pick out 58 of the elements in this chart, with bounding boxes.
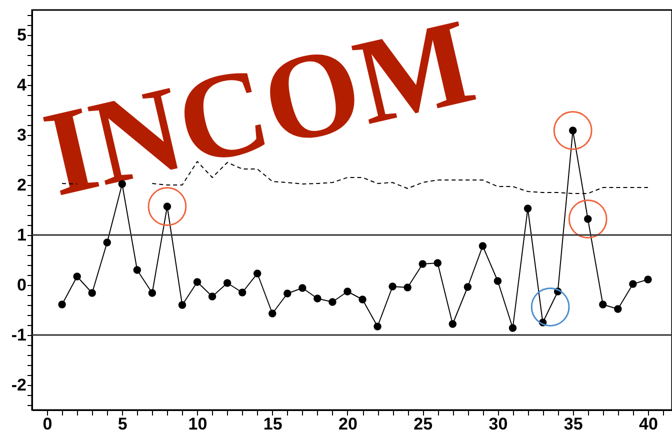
point — [253, 270, 262, 278]
point — [629, 280, 637, 288]
point — [58, 300, 66, 308]
point — [494, 277, 502, 285]
point — [404, 284, 412, 292]
point — [208, 292, 216, 300]
point — [268, 310, 276, 318]
point — [358, 296, 366, 304]
point — [193, 278, 202, 286]
point — [614, 305, 622, 313]
point — [328, 298, 336, 306]
annotation: INCOM — [32, 0, 486, 222]
y-tick-label: 1 — [17, 226, 26, 244]
y-tick-label: 3 — [17, 126, 26, 144]
x-tick-label: 15 — [263, 414, 282, 434]
x-tick-label: 30 — [488, 414, 508, 434]
point — [88, 289, 96, 297]
x-tick-label: 0 — [42, 414, 52, 434]
y-tick-label: 5 — [17, 26, 26, 44]
point — [599, 300, 607, 308]
x-tick-label: 40 — [639, 414, 658, 434]
point — [344, 288, 352, 296]
point — [418, 260, 426, 268]
y-tick-label: -1 — [11, 326, 26, 344]
point — [103, 238, 111, 246]
point — [530, 288, 570, 326]
x-tick-label: 5 — [118, 414, 128, 434]
point — [178, 301, 186, 309]
point — [524, 204, 532, 212]
point — [148, 289, 156, 297]
point — [508, 324, 517, 332]
point — [568, 200, 608, 238]
x-tick-label: 10 — [188, 414, 208, 434]
point — [464, 283, 472, 291]
point — [568, 126, 577, 134]
point — [388, 282, 396, 290]
y-tick-label: 0 — [17, 276, 26, 294]
point — [553, 111, 592, 150]
y-tick-label: 4 — [17, 76, 28, 94]
x-tick-label: 35 — [564, 414, 583, 434]
point — [314, 294, 322, 302]
point — [584, 215, 592, 223]
point — [284, 290, 292, 298]
x-tick-label: 20 — [338, 414, 358, 434]
point — [223, 279, 232, 287]
point — [644, 276, 652, 284]
point — [73, 272, 81, 280]
y-tick-label: -2 — [11, 376, 26, 394]
x-tick-label: 25 — [414, 414, 433, 434]
point — [133, 266, 142, 274]
y-tick-label: 2 — [17, 176, 26, 194]
point — [448, 320, 457, 328]
point — [478, 242, 487, 250]
point — [374, 322, 382, 330]
point — [163, 202, 172, 210]
point — [434, 259, 442, 267]
point — [238, 288, 246, 296]
point — [298, 284, 306, 292]
